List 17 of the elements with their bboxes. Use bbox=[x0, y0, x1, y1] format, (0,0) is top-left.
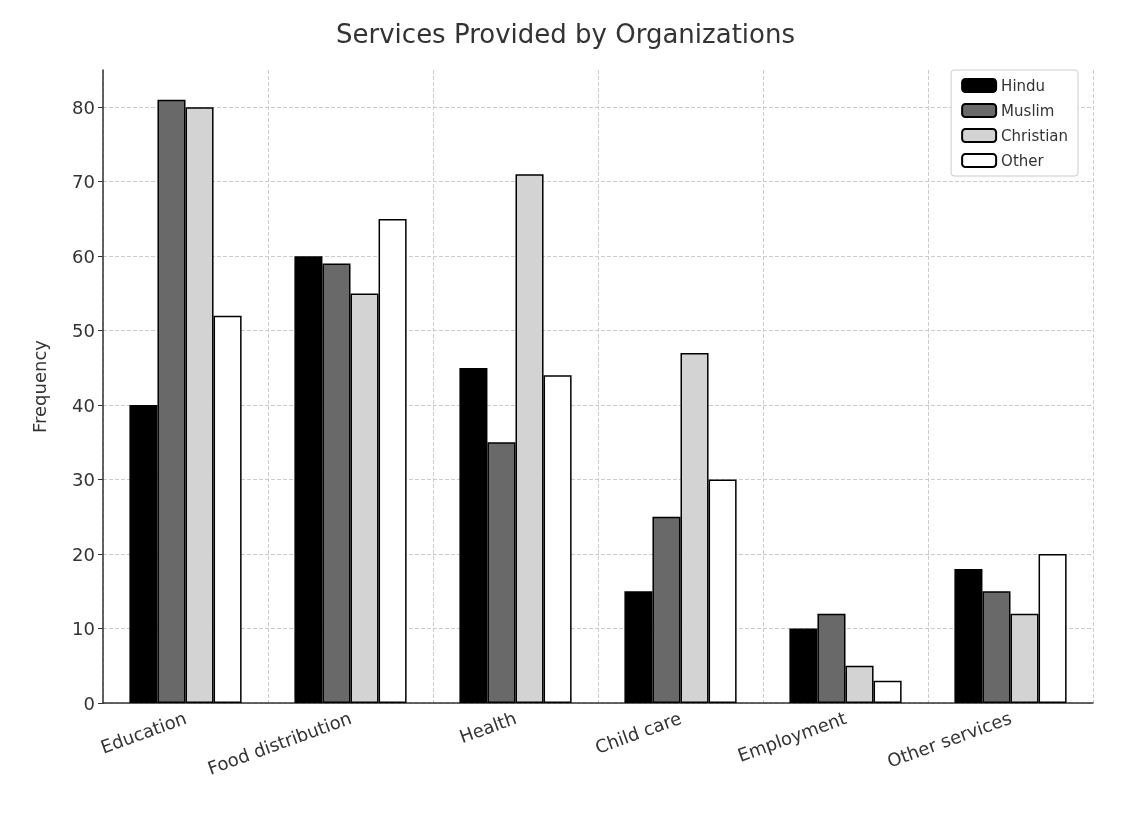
y-tick-label: 40 bbox=[72, 394, 95, 416]
x-tick-label: Health bbox=[456, 707, 520, 748]
y-tick-label: 70 bbox=[72, 171, 95, 193]
legend-label: Hindu bbox=[1001, 76, 1046, 95]
y-axis-title: Frequency bbox=[28, 339, 50, 433]
y-tick-label: 10 bbox=[72, 618, 95, 640]
y-tick-label: 50 bbox=[72, 320, 95, 342]
y-tick-label: 60 bbox=[72, 245, 95, 267]
y-tick-label: 0 bbox=[83, 692, 95, 714]
legend-label: Other bbox=[1001, 151, 1045, 170]
y-tick-label: 80 bbox=[72, 96, 95, 118]
chart-title: Services Provided by Organizations bbox=[336, 19, 795, 49]
x-tick-label: Child care bbox=[592, 707, 685, 758]
legend-label: Muslim bbox=[1001, 101, 1055, 120]
legend-label: Christian bbox=[1001, 126, 1069, 145]
y-tick-label: 20 bbox=[72, 543, 95, 565]
y-tick-label: 30 bbox=[72, 469, 95, 491]
